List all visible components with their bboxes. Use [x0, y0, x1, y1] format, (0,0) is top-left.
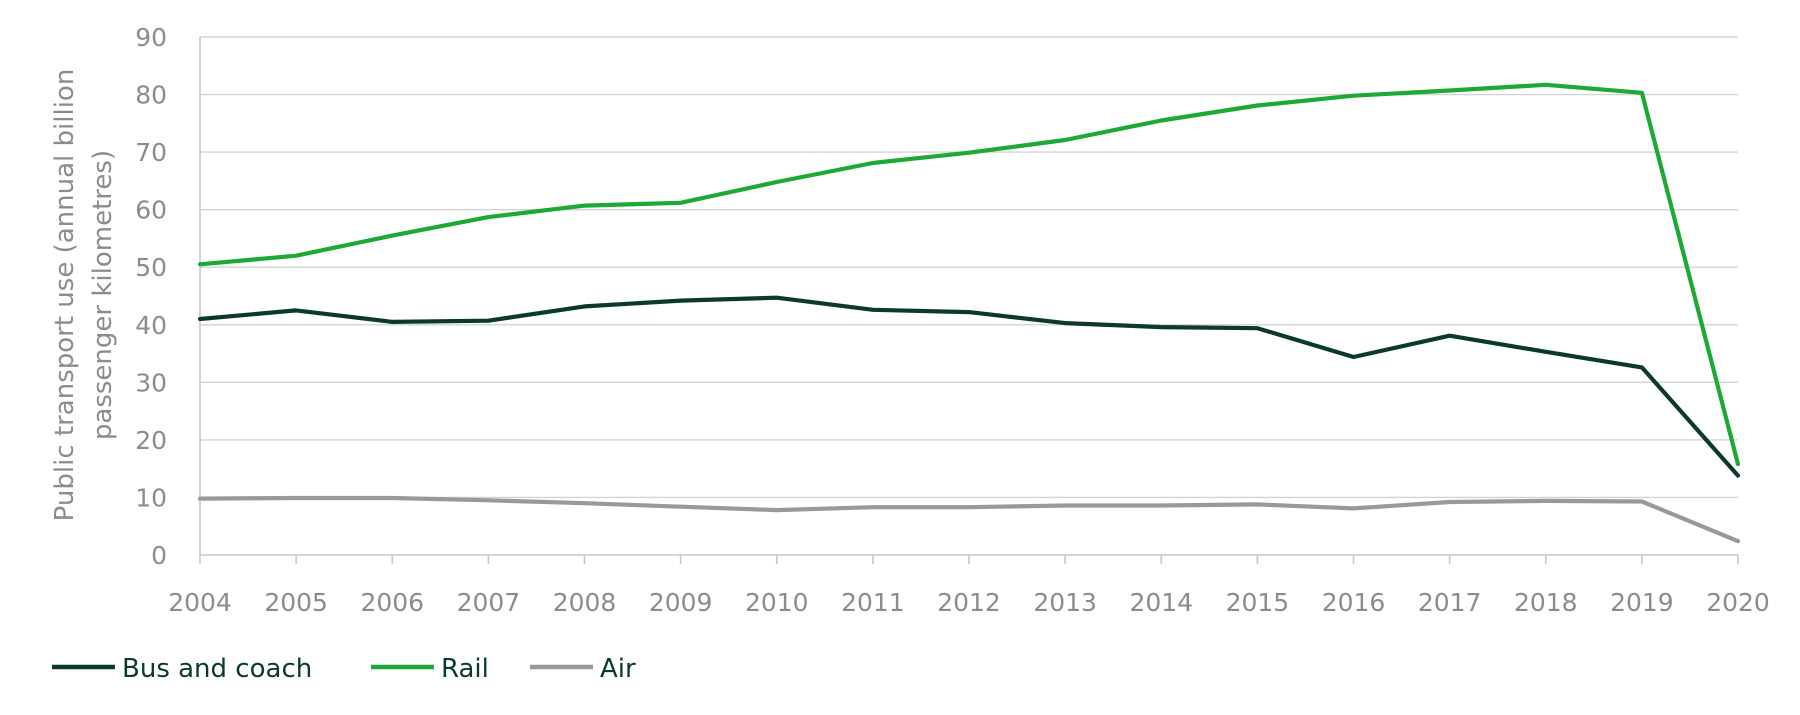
x-tick-label-2018: 2018 — [1514, 588, 1578, 617]
x-tick-label-2010: 2010 — [745, 588, 809, 617]
y-tick-label-0: 0 — [151, 541, 167, 570]
x-tick-label-2008: 2008 — [553, 588, 617, 617]
x-tick-label-2005: 2005 — [264, 588, 328, 617]
x-tick-label-2020: 2020 — [1706, 588, 1770, 617]
legend: Bus and coach Rail Air — [52, 654, 636, 684]
y-tick-label-30: 30 — [135, 368, 167, 397]
x-tick-label-2006: 2006 — [360, 588, 424, 617]
legend-label-air: Air — [600, 654, 636, 684]
x-tick-label-2012: 2012 — [937, 588, 1001, 617]
x-tick-label-2015: 2015 — [1226, 588, 1290, 617]
y-tick-label-80: 80 — [135, 81, 167, 110]
y-tick-label-20: 20 — [135, 426, 167, 455]
y-tick-label-50: 50 — [135, 253, 167, 282]
x-tick-label-2014: 2014 — [1129, 588, 1193, 617]
y-axis-title-line-2: passenger kilometres) — [88, 150, 118, 440]
grid-lines — [200, 36, 1738, 499]
series-line-bus-and-coach — [197, 295, 1741, 478]
x-tick-label-2016: 2016 — [1322, 588, 1386, 617]
x-tick-label-2011: 2011 — [841, 588, 905, 617]
y-axis-title-line-1: Public transport use (annual billion — [50, 69, 80, 522]
x-tick-label-2007: 2007 — [457, 588, 521, 617]
y-tick-label-90: 90 — [135, 23, 167, 52]
x-tick-label-2004: 2004 — [168, 588, 232, 617]
series-line-air — [197, 495, 1741, 544]
x-tick-label-2017: 2017 — [1418, 588, 1482, 617]
series-lines — [197, 82, 1741, 544]
legend-label-rail: Rail — [441, 654, 489, 684]
y-axis-title: Public transport use (annual billion pas… — [50, 69, 118, 522]
legend-label-bus-and-coach: Bus and coach — [122, 654, 312, 684]
x-tick-label-2013: 2013 — [1033, 588, 1097, 617]
x-tick-label-2009: 2009 — [649, 588, 713, 617]
y-tick-label-10: 10 — [135, 483, 167, 512]
series-line-rail — [197, 82, 1741, 467]
x-axis: 2004 2005 2006 2007 2008 2009 2010 2011 2012 2013… — [168, 37, 1770, 617]
y-tick-label-70: 70 — [135, 138, 167, 167]
y-axis-tick-labels: 0 10 20 30 40 50 60 70 80 90 — [135, 23, 167, 570]
x-tick-label-2019: 2019 — [1610, 588, 1674, 617]
y-tick-label-40: 40 — [135, 311, 167, 340]
y-tick-label-60: 60 — [135, 196, 167, 225]
